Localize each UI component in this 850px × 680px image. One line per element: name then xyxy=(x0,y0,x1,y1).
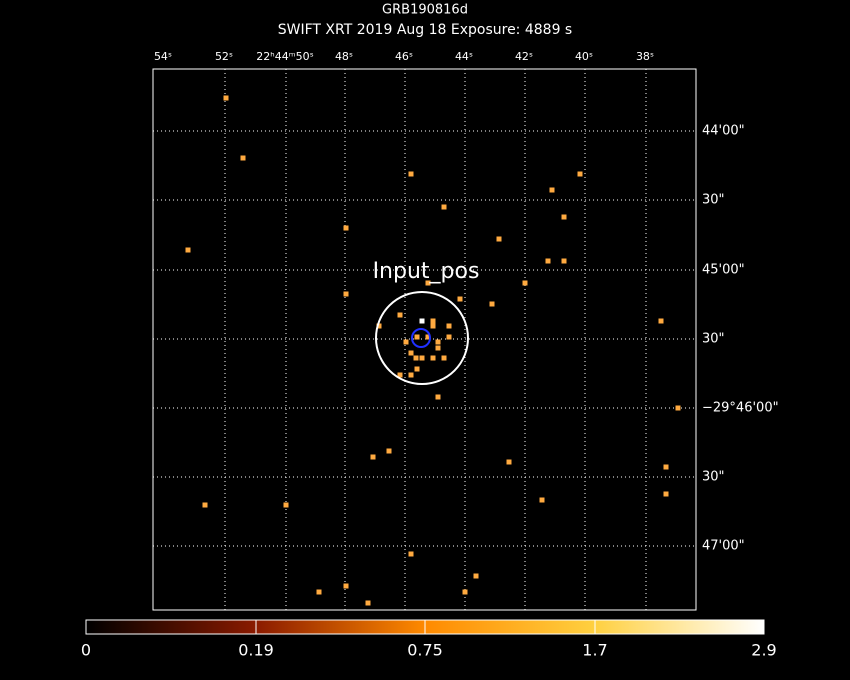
event-pixel xyxy=(408,551,414,557)
colorbar-label: 2.9 xyxy=(751,641,776,660)
event-pixel xyxy=(408,350,414,356)
ra-tick-label: 38ˢ xyxy=(636,50,654,63)
event-pixel xyxy=(430,323,436,329)
event-pixel xyxy=(403,339,409,345)
event-pixel xyxy=(441,355,447,361)
event-pixel xyxy=(376,323,382,329)
ra-tick-label: 48ˢ xyxy=(335,50,353,63)
event-pixel xyxy=(549,187,555,193)
event-pixel xyxy=(414,366,420,372)
event-pixel xyxy=(522,280,528,286)
event-pixel xyxy=(446,334,452,340)
event-pixel xyxy=(343,583,349,589)
event-pixel xyxy=(675,405,681,411)
event-pixel xyxy=(185,247,191,253)
event-pixel xyxy=(386,448,392,454)
event-pixel xyxy=(414,334,420,340)
event-pixel xyxy=(473,573,479,579)
event-pixel xyxy=(561,258,567,264)
colorbar-label: 0 xyxy=(81,641,91,660)
event-pixel xyxy=(496,236,502,242)
event-pixel xyxy=(240,155,246,161)
annotation: Input_pos xyxy=(373,259,480,284)
event-pixel xyxy=(658,318,664,324)
image-frame xyxy=(152,68,697,611)
event-pixel xyxy=(663,464,669,470)
event-pixel xyxy=(223,95,229,101)
dec-tick-label: −29°46'00" xyxy=(702,401,779,416)
event-pixel xyxy=(545,258,551,264)
dec-tick-label: 45'00" xyxy=(702,263,745,278)
event-pixel xyxy=(370,454,376,460)
event-pixel xyxy=(539,497,545,503)
event-pixel xyxy=(506,459,512,465)
event-pixel xyxy=(397,372,403,378)
event-pixel xyxy=(489,301,495,307)
ra-tick-label: 54ˢ xyxy=(154,50,172,63)
events xyxy=(185,95,681,606)
ra-tick-label: 44ˢ xyxy=(455,50,473,63)
colorbar-label: 0.75 xyxy=(407,641,443,660)
event-pixel xyxy=(397,312,403,318)
title: GRB190816d xyxy=(382,3,468,18)
ra-tick-label: 22ʰ44ᵐ50ˢ xyxy=(256,50,313,63)
event-pixel xyxy=(343,291,349,297)
ra-tick-label: 40ˢ xyxy=(575,50,593,63)
colorbar-label: 1.7 xyxy=(582,641,607,660)
event-pixel xyxy=(446,323,452,329)
ra-tick-label: 42ˢ xyxy=(515,50,533,63)
event-pixel xyxy=(419,318,425,324)
event-pixel xyxy=(408,372,414,378)
event-pixel xyxy=(425,334,431,340)
event-pixel xyxy=(663,491,669,497)
event-pixel xyxy=(419,355,425,361)
event-pixel xyxy=(462,589,468,595)
colorbar-label: 0.19 xyxy=(238,641,274,660)
dec-tick-label: 30" xyxy=(702,470,725,485)
event-pixel xyxy=(425,280,431,286)
event-pixel xyxy=(561,214,567,220)
event-pixel xyxy=(430,318,436,324)
source-region xyxy=(375,291,469,385)
position-marker xyxy=(411,328,431,348)
event-pixel xyxy=(343,225,349,231)
event-pixel xyxy=(283,502,289,508)
event-pixel xyxy=(430,355,436,361)
event-pixel xyxy=(457,296,463,302)
grid xyxy=(153,69,696,610)
dec-tick-label: 30" xyxy=(702,332,725,347)
event-pixel xyxy=(435,394,441,400)
event-pixel xyxy=(316,589,322,595)
subtitle: SWIFT XRT 2019 Aug 18 Exposure: 4889 s xyxy=(278,22,572,38)
event-pixel xyxy=(365,600,371,606)
dec-tick-label: 44'00" xyxy=(702,124,745,139)
event-pixel xyxy=(202,502,208,508)
event-pixel xyxy=(413,355,419,361)
event-pixel xyxy=(408,171,414,177)
dec-tick-label: 47'00" xyxy=(702,539,745,554)
ra-tick-label: 52ˢ xyxy=(215,50,233,63)
event-pixel xyxy=(435,345,441,351)
event-pixel xyxy=(577,171,583,177)
event-pixel xyxy=(441,204,447,210)
ra-tick-label: 46ˢ xyxy=(395,50,413,63)
labels: 54ˢ 52ˢ 22ʰ44ᵐ50ˢ 48ˢ 46ˢ 44ˢ 42ˢ 40ˢ 38ˢ 44'00" 3… xyxy=(81,50,779,660)
dec-tick-label: 30" xyxy=(702,193,725,208)
event-pixel xyxy=(435,339,441,345)
